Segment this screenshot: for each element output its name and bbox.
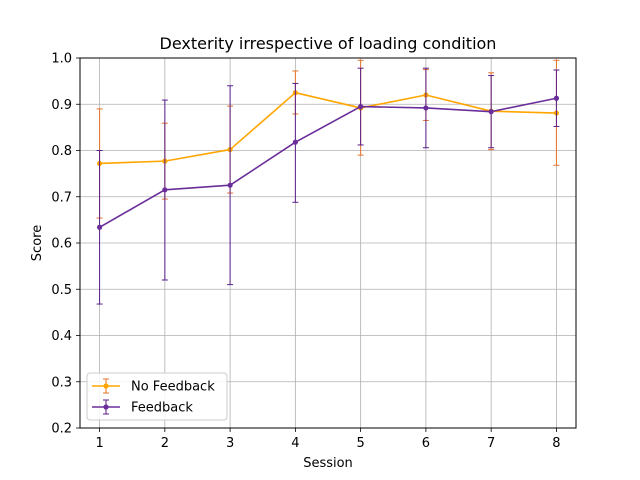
legend: No Feedback Feedback (86, 372, 228, 421)
data-point-feedback (423, 105, 429, 111)
x-tick-label: 3 (226, 436, 234, 451)
data-point-feedback (227, 182, 233, 188)
y-tick-label: 0.5 (51, 283, 72, 298)
x-tick-label: 2 (161, 436, 169, 451)
y-axis-title: Score (30, 225, 45, 261)
series-line-no-feedback (99, 91, 557, 165)
chart-title: Dexterity irrespective of loading condit… (160, 34, 497, 53)
series-feedback (96, 67, 560, 305)
x-tick-label: 1 (95, 436, 103, 451)
legend-entry-feedback: Feedback (92, 399, 193, 416)
y-tick-label: 0.8 (51, 144, 72, 159)
legend-marker-feedback (103, 404, 109, 410)
y-tick-label: 0.3 (51, 375, 72, 390)
y-tick-label: 0.6 (51, 237, 72, 252)
legend-entry-no-feedback: No Feedback (92, 378, 215, 395)
x-tick-label: 4 (291, 436, 299, 451)
data-point-feedback (292, 139, 298, 145)
x-tick-label: 7 (487, 436, 495, 451)
y-tick-label: 0.9 (51, 98, 72, 113)
x-tick-label: 5 (356, 436, 364, 451)
data-point-feedback (488, 109, 494, 115)
data-point-feedback (162, 187, 168, 193)
data-point-feedback (358, 103, 364, 110)
x-axis-title: Session (303, 456, 353, 471)
legend-marker-no-feedback (103, 383, 109, 389)
y-tick-label: 0.7 (51, 190, 72, 205)
x-tick-label: 8 (552, 436, 560, 451)
legend-label-feedback: Feedback (131, 401, 193, 416)
legend-label-no-feedback: No Feedback (131, 380, 215, 395)
y-tick-label: 1.0 (51, 52, 72, 67)
legend-entries: No Feedback Feedback (92, 378, 215, 416)
y-tick-label: 0.2 (51, 422, 72, 437)
x-tick-label: 6 (422, 436, 430, 451)
legend-box (86, 372, 228, 421)
y-tick-label: 0.4 (51, 329, 72, 344)
series-layer (96, 59, 560, 305)
ticks: 1 2 3 4 5 6 7 8 0.2 0.3 0.4 0.5 0.6 0.7 0.8 0.9 1.0 (51, 52, 560, 452)
data-point-feedback (96, 224, 103, 230)
series-line-feedback (99, 97, 557, 228)
data-point-feedback (553, 95, 560, 101)
